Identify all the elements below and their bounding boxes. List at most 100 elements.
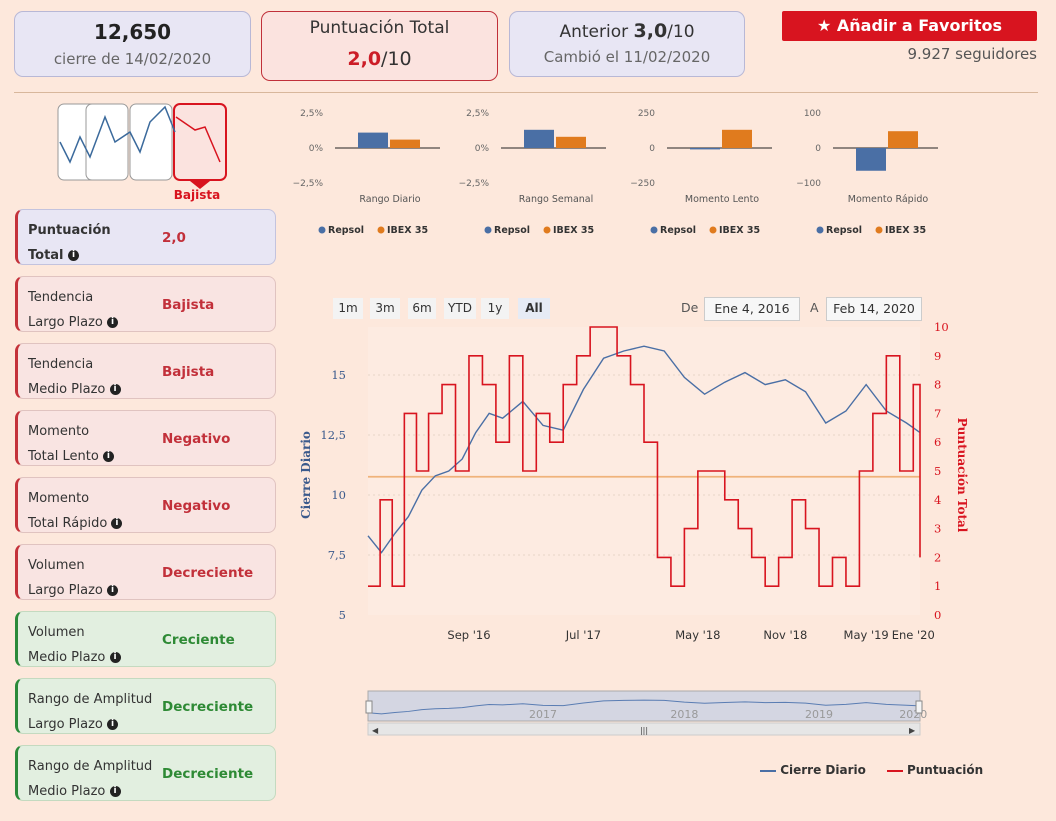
from-label: De [681,300,699,315]
range-button[interactable]: 1m [333,298,363,319]
score-value: 2,0 [347,48,382,70]
indicator-label-line1: Momento [28,491,90,506]
minichart-tick: 0% [475,144,490,154]
minichart-title: Momento Rápido [848,194,929,205]
indicator-value: Decreciente [162,699,254,715]
indicator-value: 2,0 [162,230,186,246]
minichart-tick: 0% [309,144,324,154]
right-tick-label: 0 [934,608,941,622]
minichart-tick: −250 [630,179,655,189]
legend-repsol-swatch [318,226,326,234]
navigator-window[interactable] [367,690,921,722]
minichart: 2,5% 0% −2,5% Rango Semanal Repsol IBEX 35 [459,109,606,236]
to-label: A [810,300,819,315]
indicator-row[interactable]: Volumen Largo Plazo i Decreciente [15,544,276,600]
add-favorites-button[interactable]: ★ Añadir a Favoritos [782,11,1037,41]
navigator[interactable]: 2017 2018 2019 2020 ◀ ▶ ||| [365,690,927,736]
navigator-year: 2018 [670,708,698,721]
info-icon[interactable]: i [109,384,121,395]
legend-repsol-swatch [484,226,492,234]
navigator-handle-right[interactable] [915,700,923,714]
x-tick-label: Ene '20 [892,628,935,642]
indicator-value: Negativo [162,431,231,447]
trend-up-line [59,105,176,164]
indicator-label: Tendencia Largo Plazo i [28,285,118,335]
trend-thumbnails: Bajista [57,103,227,202]
minichart-tick: −2,5% [459,179,490,189]
repsol-bar [690,148,720,150]
plot-area [368,327,920,615]
star-icon: ★ [816,16,832,35]
indicator-row[interactable]: Tendencia Largo Plazo i Bajista [15,276,276,332]
legend-ibex-swatch [543,226,551,234]
info-icon[interactable]: i [111,518,123,529]
range-button[interactable]: 6m [408,298,436,319]
from-date-input[interactable]: Ene 4, 2016 [704,297,800,321]
legend-repsol-label: Repsol [328,225,364,236]
x-tick-label: May '19 [844,628,889,642]
minichart-tick: 2,5% [300,109,323,119]
indicator-row[interactable]: Tendencia Medio Plazo i Bajista [15,343,276,399]
indicator-label-line2: Largo Plazo [28,717,103,732]
x-tick-label: Jul '17 [565,628,601,642]
legend-ibex-label: IBEX 35 [885,225,926,236]
trend-thumb-2 [85,103,129,181]
total-score-card: Puntuación Total 2,0/10 [261,11,498,81]
indicator-row[interactable]: Rango de Amplitud Largo Plazo i Decrecient… [15,678,276,734]
right-tick-label: 8 [934,378,941,392]
right-tick-label: 9 [934,349,941,363]
divider [14,92,1038,93]
indicator-row[interactable]: Volumen Medio Plazo i Creciente [15,611,276,667]
minichart: 250 0 −250 Momento Lento Repsol IBEX 35 [630,109,772,236]
scroll-right-icon[interactable]: ▶ [909,726,916,735]
navigator-handle-left[interactable] [365,700,373,714]
indicator-row[interactable]: Puntuación Total i 2,0 [15,209,276,265]
indicator-value: Bajista [162,297,215,313]
info-icon[interactable]: i [107,585,118,596]
indicator-row[interactable]: Rango de Amplitud Medio Plazo i Decrecient… [15,745,276,801]
info-icon[interactable]: i [109,652,121,663]
indicator-value: Bajista [162,364,215,380]
trend-thumb-bearish [173,103,227,181]
x-tick-label: Sep '16 [447,628,490,642]
close-value: 12,650 [93,20,172,44]
range-button[interactable]: YTD [444,298,476,319]
scroll-grip-icon[interactable]: ||| [640,726,648,735]
indicator-label-line2: Medio Plazo [28,382,106,397]
indicator-label: Momento Total Rápido i [28,486,123,536]
info-icon[interactable]: i [107,317,118,328]
right-tick-label: 3 [934,522,941,536]
score-title: Puntuación Total [309,18,450,38]
legend-close-label: Cierre Diario [780,763,866,777]
minichart: 2,5% 0% −2,5% Rango Diario Repsol IBEX 35 [293,109,440,236]
info-icon[interactable]: i [109,786,121,797]
minichart: 100 0 −100 Momento Rápido Repsol IBEX 35 [796,109,938,236]
info-icon[interactable]: i [68,250,80,261]
indicator-label-line2: Medio Plazo [28,784,106,799]
indicator-label-line2: Largo Plazo [28,315,103,330]
to-date-input[interactable]: Feb 14, 2020 [826,297,922,321]
navigator-year: 2020 [899,708,927,721]
range-button[interactable]: All [518,298,550,319]
minichart-title: Rango Diario [359,194,420,205]
indicator-label-line1: Tendencia [28,357,94,372]
right-tick-label: 10 [934,320,949,334]
info-icon[interactable]: i [107,719,118,730]
navigator-scrollbar[interactable] [367,722,921,736]
info-icon[interactable]: i [102,451,114,462]
scroll-left-icon[interactable]: ◀ [372,726,379,735]
indicator-label: Tendencia Medio Plazo i [28,352,121,402]
range-button[interactable]: 3m [370,298,400,319]
legend-repsol-label: Repsol [826,225,862,236]
range-button[interactable]: 1y [481,298,509,319]
followers-count: 9.927 seguidores [907,45,1037,63]
previous-score-line: Anterior 3,0/10 [510,20,744,42]
legend-ibex-swatch [875,226,883,234]
indicator-row[interactable]: Momento Total Lento i Negativo [15,410,276,466]
legend-repsol-swatch [816,226,824,234]
indicator-row[interactable]: Momento Total Rápido i Negativo [15,477,276,533]
minichart-tick: 250 [638,109,655,119]
right-axis-title: Puntuación Total [955,418,969,533]
left-tick-label: 12,5 [320,428,346,442]
